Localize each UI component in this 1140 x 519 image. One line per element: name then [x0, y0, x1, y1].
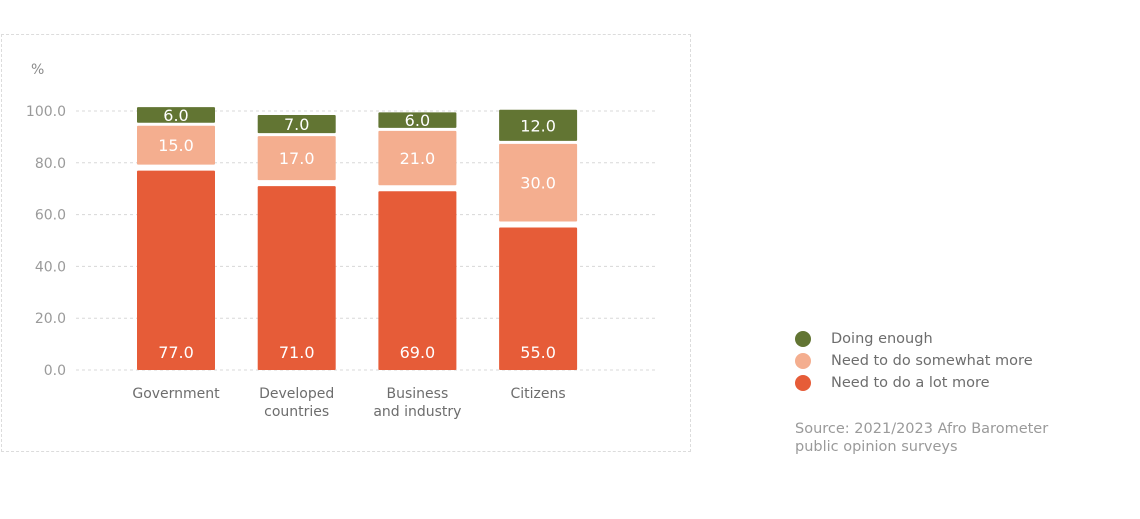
legend-item-somewhat-more: Need to do somewhat more — [795, 350, 1033, 372]
y-tick-label: 20.0 — [35, 311, 66, 327]
x-tick-label: and industry — [373, 404, 461, 420]
legend-swatch — [795, 375, 811, 391]
x-tick-label: Government — [132, 386, 220, 402]
legend-label: Need to do a lot more — [831, 375, 990, 391]
data-label: 30.0 — [520, 174, 556, 193]
bar-segment — [137, 107, 215, 123]
stacked-bar-chart: % 0.0 20.0 40.0 60.0 80.0 100.0 77.0 15.0 6.0 Gove… — [26, 62, 658, 420]
bar-segment — [137, 170, 215, 370]
y-tick-label: 100.0 — [26, 104, 66, 120]
legend-item-lot-more: Need to do a lot more — [795, 372, 1033, 394]
x-tick-label: countries — [264, 404, 329, 420]
legend-swatch — [795, 353, 811, 369]
data-label: 15.0 — [158, 136, 194, 155]
legend-swatch — [795, 331, 811, 347]
x-tick-label: Developed — [259, 386, 334, 402]
bar-segment — [499, 109, 578, 141]
bar-segment — [257, 136, 336, 181]
data-label: 6.0 — [163, 106, 188, 125]
y-axis-label: % — [31, 62, 44, 78]
bar-segment — [257, 114, 336, 134]
data-label: 17.0 — [279, 149, 315, 168]
data-label: 77.0 — [158, 343, 194, 362]
x-tick-label: Business — [387, 386, 449, 402]
bar-segment — [257, 186, 336, 370]
x-tick-label: Citizens — [511, 386, 566, 402]
chart-frame — [1, 34, 691, 452]
source-note: Source: 2021/2023 Afro Barometer public … — [795, 421, 1049, 455]
data-label: 55.0 — [520, 343, 556, 362]
data-label: 21.0 — [400, 149, 436, 168]
y-tick-label: 80.0 — [35, 156, 66, 172]
data-label: 6.0 — [405, 111, 430, 130]
legend: Doing enough Need to do somewhat more Ne… — [795, 328, 1033, 394]
bar-segment — [378, 191, 457, 370]
legend-label: Need to do somewhat more — [831, 353, 1033, 369]
bar-segment — [378, 130, 457, 186]
data-label: 12.0 — [520, 116, 556, 135]
bar-segment — [499, 227, 578, 370]
y-tick-label: 60.0 — [35, 208, 66, 224]
bar-segment — [137, 125, 215, 165]
legend-label: Doing enough — [831, 331, 933, 347]
data-label: 71.0 — [279, 343, 315, 362]
data-label: 7.0 — [284, 115, 309, 134]
data-label: 69.0 — [400, 343, 436, 362]
y-tick-label: 0.0 — [44, 363, 66, 379]
legend-item-doing-enough: Doing enough — [795, 328, 1033, 350]
y-tick-label: 40.0 — [35, 259, 66, 275]
bar-segment — [499, 143, 578, 222]
bar-segment — [378, 112, 457, 128]
